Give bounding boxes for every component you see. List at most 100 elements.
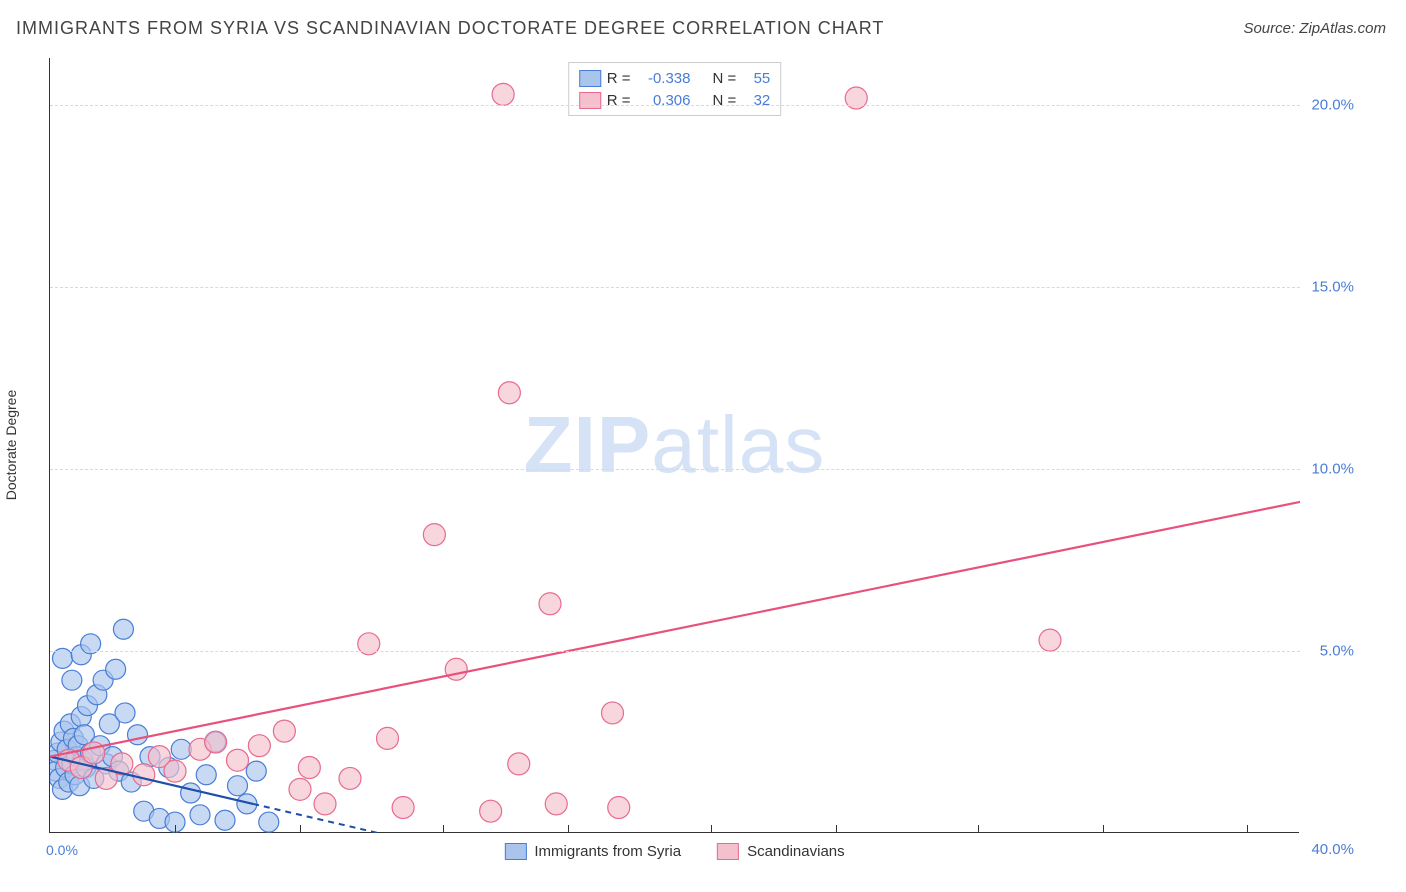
scatter-point: [148, 746, 170, 768]
watermark-bold: ZIP: [524, 400, 651, 489]
scatter-point: [181, 783, 201, 803]
legend-correlation: R = -0.338 N = 55 R =0.306N =32: [568, 62, 782, 116]
gridline: [50, 105, 1300, 106]
legend-series-item: Scandinavians: [717, 843, 845, 860]
scatter-point: [508, 753, 530, 775]
scatter-point: [159, 758, 179, 778]
y-tick-label: 10.0%: [1311, 461, 1354, 478]
scatter-point: [498, 382, 520, 404]
scatter-point: [50, 743, 68, 763]
scatter-point: [196, 765, 216, 785]
legend-r-value: -0.338: [637, 70, 691, 87]
scatter-point: [51, 732, 71, 752]
chart-title: IMMIGRANTS FROM SYRIA VS SCANDINAVIAN DO…: [16, 18, 884, 39]
x-tick: [978, 825, 979, 833]
scatter-point: [71, 707, 91, 727]
scatter-point: [70, 757, 92, 779]
x-tick: [836, 825, 837, 833]
legend-series-label: Scandinavians: [747, 843, 845, 860]
y-tick-label: 20.0%: [1311, 97, 1354, 114]
scatter-point: [71, 645, 91, 665]
scatter-point: [74, 725, 94, 745]
scatter-point: [205, 731, 227, 753]
scatter-point: [78, 696, 98, 716]
scatter-point: [81, 743, 101, 763]
scatter-point: [377, 727, 399, 749]
scatter-point: [62, 754, 82, 774]
gridline: [50, 469, 1300, 470]
legend-swatch: [504, 843, 526, 860]
x-tick: [443, 825, 444, 833]
scatter-point: [62, 670, 82, 690]
x-tick: [300, 825, 301, 833]
gridline: [50, 287, 1300, 288]
legend-swatch: [717, 843, 739, 860]
scatter-point: [602, 702, 624, 724]
scatter-point: [63, 728, 83, 748]
scatter-point: [109, 761, 129, 781]
trend-line: [50, 757, 253, 804]
scatter-point: [53, 779, 73, 799]
watermark-rest: atlas: [651, 400, 825, 489]
scatter-point: [215, 810, 235, 830]
legend-n-value: 55: [742, 70, 770, 87]
scatter-point: [140, 747, 160, 767]
legend-series: Immigrants from SyriaScandinavians: [504, 843, 844, 860]
scatter-point: [445, 658, 467, 680]
scatter-point: [1039, 629, 1061, 651]
scatter-point: [96, 754, 116, 774]
x-tick: [711, 825, 712, 833]
trend-line: [50, 502, 1300, 757]
x-tick: [568, 825, 569, 833]
scatter-point: [90, 736, 110, 756]
scatter-point: [106, 659, 126, 679]
scatter-point: [164, 760, 186, 782]
x-tick: [175, 825, 176, 833]
gridline: [50, 651, 1300, 652]
scatter-point: [83, 742, 105, 764]
scatter-point: [56, 758, 76, 778]
scatter-point: [423, 524, 445, 546]
y-tick-label: 15.0%: [1311, 279, 1354, 296]
legend-n-label: N =: [713, 70, 737, 87]
scatter-point: [67, 747, 87, 767]
scatter-point: [246, 761, 266, 781]
chart-svg: [50, 58, 1300, 833]
scatter-point: [248, 735, 270, 757]
scatter-point: [259, 812, 279, 832]
scatter-point: [76, 758, 96, 778]
scatter-point: [189, 738, 211, 760]
watermark: ZIPatlas: [524, 399, 825, 491]
scatter-point: [206, 732, 226, 752]
scatter-point: [545, 793, 567, 815]
plot-area: ZIPatlas Doctorate Degree R =-0.338N =55…: [49, 58, 1299, 833]
scatter-point: [50, 761, 66, 781]
scatter-point: [273, 720, 295, 742]
scatter-point: [190, 805, 210, 825]
scatter-point: [121, 772, 141, 792]
scatter-point: [133, 764, 155, 786]
scatter-point: [171, 739, 191, 759]
scatter-point: [50, 750, 65, 770]
scatter-point: [73, 750, 93, 770]
scatter-point: [57, 739, 77, 759]
scatter-point: [608, 797, 630, 819]
scatter-point: [480, 800, 502, 822]
scatter-point: [289, 778, 311, 800]
scatter-point: [392, 797, 414, 819]
scatter-point: [54, 721, 74, 741]
x-tick: [1247, 825, 1248, 833]
legend-r-label: R =: [607, 70, 631, 87]
x-tick: [1103, 825, 1104, 833]
scatter-point: [227, 749, 249, 771]
scatter-point: [68, 736, 88, 756]
scatter-point: [298, 757, 320, 779]
scatter-point: [84, 768, 104, 788]
scatter-point: [95, 767, 117, 789]
scatter-point: [149, 808, 169, 828]
scatter-point: [115, 703, 135, 723]
correlation-chart: ZIPatlas Doctorate Degree R =-0.338N =55…: [49, 58, 1349, 833]
scatter-point: [99, 714, 119, 734]
scatter-point: [103, 747, 123, 767]
legend-correlation-row: R =0.306N =32: [579, 89, 771, 111]
